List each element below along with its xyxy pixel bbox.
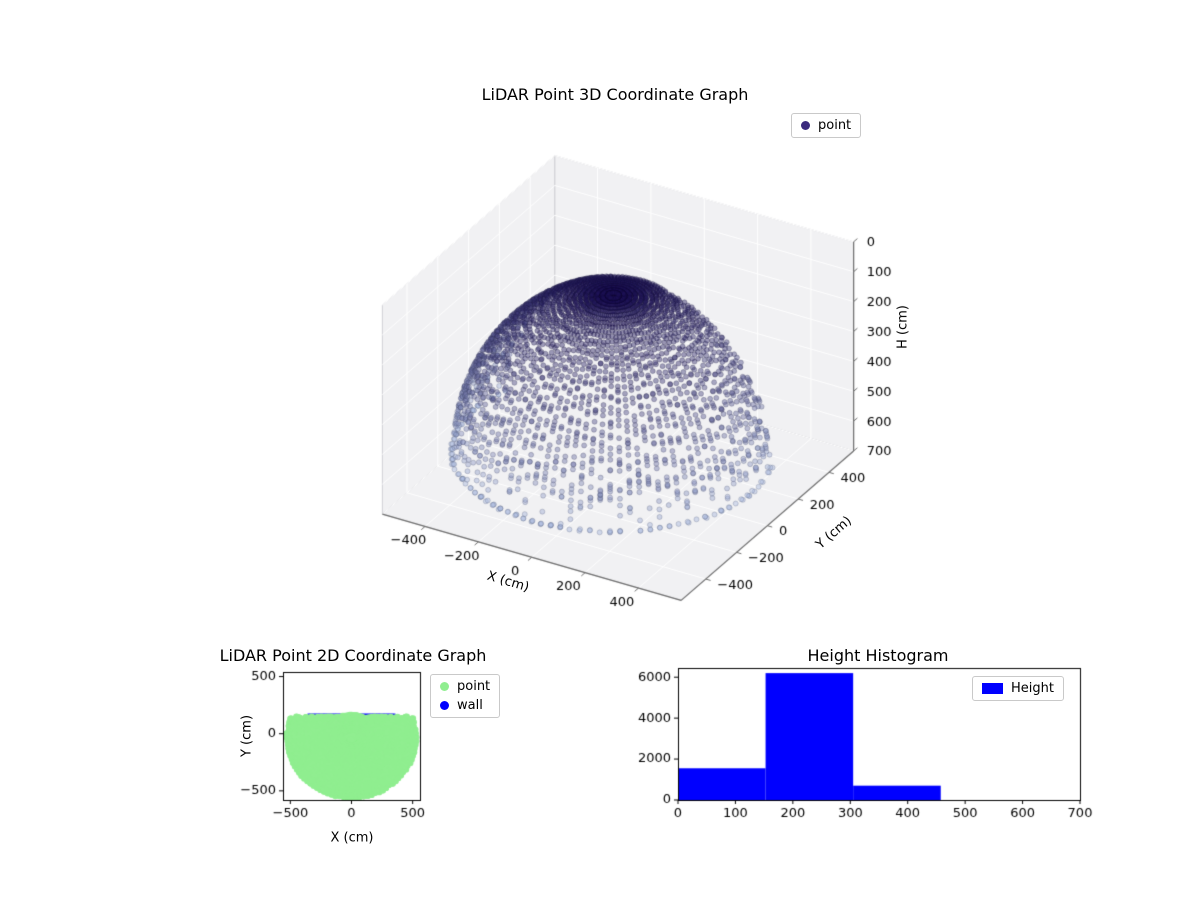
hist-legend: Height: [972, 676, 1064, 701]
plot3d-zlabel: H (cm): [895, 305, 911, 349]
plot2d-legend-item-point: point: [440, 679, 490, 694]
point-marker-icon: [801, 121, 810, 130]
plot3d-title: LiDAR Point 3D Coordinate Graph: [481, 85, 749, 104]
wall-marker-icon: [440, 701, 449, 710]
hist-title: Height Histogram: [807, 646, 949, 665]
plot3d-legend-item-point: point: [801, 118, 851, 133]
plot2d-legend: point wall: [430, 674, 501, 718]
plot3d-legend-point-label: point: [818, 118, 852, 133]
plot2d-legend-point-label: point: [457, 679, 491, 694]
plot2d-legend-item-wall: wall: [440, 698, 490, 713]
plot2d-title: LiDAR Point 2D Coordinate Graph: [219, 646, 487, 665]
point-marker-icon: [440, 682, 449, 691]
hist-legend-height-label: Height: [1011, 681, 1054, 696]
plot2d-xlabel: X (cm): [330, 830, 374, 846]
plot2d-ylabel: Y (cm): [239, 714, 255, 758]
plot2d-legend-wall-label: wall: [457, 698, 483, 713]
height-bar-marker-icon: [982, 683, 1003, 694]
hist-legend-item-height: Height: [982, 681, 1054, 696]
plot3d-legend: point: [791, 113, 862, 138]
